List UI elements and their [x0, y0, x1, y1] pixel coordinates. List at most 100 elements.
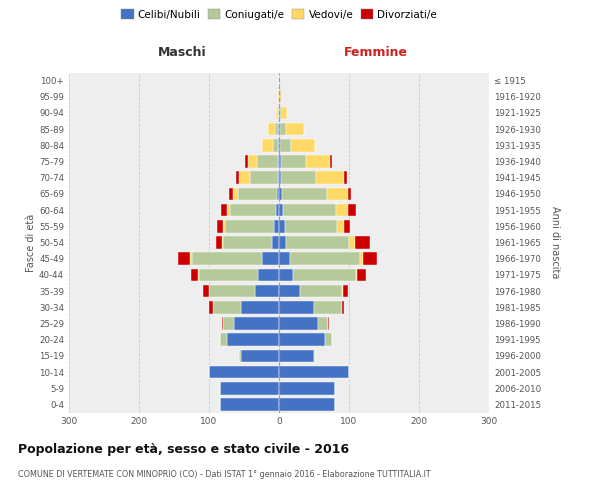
Bar [223, 220, 225, 232]
Bar [250, 172, 278, 184]
Bar [268, 123, 275, 136]
Bar [203, 285, 209, 298]
Bar [314, 350, 316, 362]
Bar [279, 204, 283, 216]
Bar [279, 398, 335, 410]
Bar [330, 155, 332, 168]
Bar [356, 268, 358, 281]
Bar [293, 268, 356, 281]
Bar [190, 252, 191, 265]
Bar [344, 172, 347, 184]
Bar [316, 172, 344, 184]
Bar [279, 366, 349, 378]
Bar [284, 220, 337, 232]
Bar [279, 155, 281, 168]
Bar [279, 139, 280, 151]
Bar [209, 301, 212, 314]
Bar [291, 139, 316, 151]
Bar [275, 204, 279, 216]
Bar [348, 204, 356, 216]
Bar [358, 268, 366, 281]
Bar [277, 188, 279, 200]
Bar [279, 90, 280, 103]
Bar [279, 74, 280, 87]
Bar [241, 350, 279, 362]
Bar [178, 252, 190, 265]
Text: Maschi: Maschi [158, 46, 207, 59]
Bar [191, 268, 198, 281]
Bar [328, 317, 329, 330]
Bar [286, 123, 304, 136]
Bar [278, 139, 279, 151]
Bar [286, 236, 349, 249]
Bar [239, 350, 241, 362]
Bar [191, 252, 262, 265]
Bar [325, 334, 331, 346]
Bar [283, 204, 336, 216]
Bar [305, 155, 330, 168]
Bar [281, 155, 305, 168]
Bar [220, 398, 279, 410]
Bar [359, 252, 363, 265]
Bar [314, 301, 342, 314]
Bar [262, 139, 272, 151]
Bar [279, 301, 314, 314]
Bar [276, 106, 278, 120]
Bar [220, 334, 227, 346]
Bar [239, 172, 250, 184]
Bar [278, 155, 279, 168]
Bar [225, 220, 274, 232]
Bar [262, 252, 279, 265]
Bar [279, 172, 281, 184]
Bar [220, 382, 279, 394]
Bar [216, 236, 221, 249]
Bar [279, 236, 286, 249]
Bar [279, 123, 280, 136]
Bar [274, 220, 279, 232]
Bar [241, 301, 279, 314]
Bar [337, 220, 344, 232]
Bar [236, 172, 239, 184]
Bar [278, 172, 279, 184]
Bar [363, 252, 377, 265]
Legend: Celibi/Nubili, Coniugati/e, Vedovi/e, Divorziati/e: Celibi/Nubili, Coniugati/e, Vedovi/e, Di… [117, 5, 441, 24]
Bar [280, 123, 286, 136]
Bar [258, 268, 279, 281]
Bar [229, 188, 233, 200]
Y-axis label: Anni di nascita: Anni di nascita [550, 206, 560, 279]
Bar [342, 285, 343, 298]
Bar [209, 285, 254, 298]
Bar [300, 285, 342, 298]
Text: Popolazione per età, sesso e stato civile - 2016: Popolazione per età, sesso e stato civil… [18, 442, 349, 456]
Bar [282, 188, 328, 200]
Bar [281, 106, 287, 120]
Bar [272, 236, 279, 249]
Bar [328, 188, 348, 200]
Bar [342, 301, 344, 314]
Bar [279, 285, 300, 298]
Text: Femmine: Femmine [344, 46, 407, 59]
Bar [227, 334, 279, 346]
Bar [212, 301, 241, 314]
Bar [230, 204, 275, 216]
Bar [280, 139, 291, 151]
Bar [279, 188, 282, 200]
Text: COMUNE DI VERTEMATE CON MINOPRIO (CO) - Dati ISTAT 1° gennaio 2016 - Elaborazion: COMUNE DI VERTEMATE CON MINOPRIO (CO) - … [18, 470, 431, 479]
Bar [278, 123, 279, 136]
Bar [279, 350, 314, 362]
Bar [281, 172, 316, 184]
Bar [217, 220, 223, 232]
Bar [254, 285, 279, 298]
Bar [221, 317, 223, 330]
Bar [233, 188, 238, 200]
Bar [279, 268, 293, 281]
Bar [198, 268, 199, 281]
Bar [349, 236, 355, 249]
Bar [280, 90, 282, 103]
Bar [278, 90, 279, 103]
Bar [227, 204, 230, 216]
Bar [355, 236, 370, 249]
Bar [317, 317, 328, 330]
Bar [348, 188, 351, 200]
Bar [279, 382, 335, 394]
